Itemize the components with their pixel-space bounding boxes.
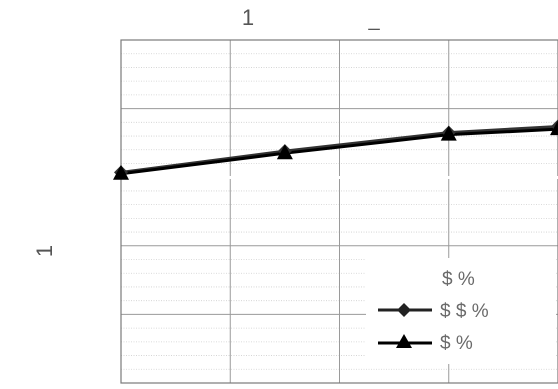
legend-marker-triangle <box>396 334 412 348</box>
chart-title: 1 <box>242 5 254 30</box>
legend-label-series-1: $ $ % <box>440 301 489 322</box>
legend-marker-diamond <box>397 303 411 317</box>
series-line-1 <box>120 124 558 174</box>
series-2-point <box>113 164 129 180</box>
legend-title: $ % <box>442 269 475 290</box>
series-2-point <box>440 125 457 141</box>
series-2-point <box>550 120 558 136</box>
legend: $ % $ $ % $ % <box>366 258 556 364</box>
plot-frame <box>120 39 558 384</box>
zero-line-gap <box>121 176 558 179</box>
series-2-point <box>276 144 293 160</box>
y-axis-label: 1 <box>32 245 57 257</box>
chart-title-suffix: _ <box>367 9 380 31</box>
series-line-2 <box>120 127 558 176</box>
legend-label-series-2: $ % <box>440 333 473 354</box>
series-layer <box>113 119 558 180</box>
